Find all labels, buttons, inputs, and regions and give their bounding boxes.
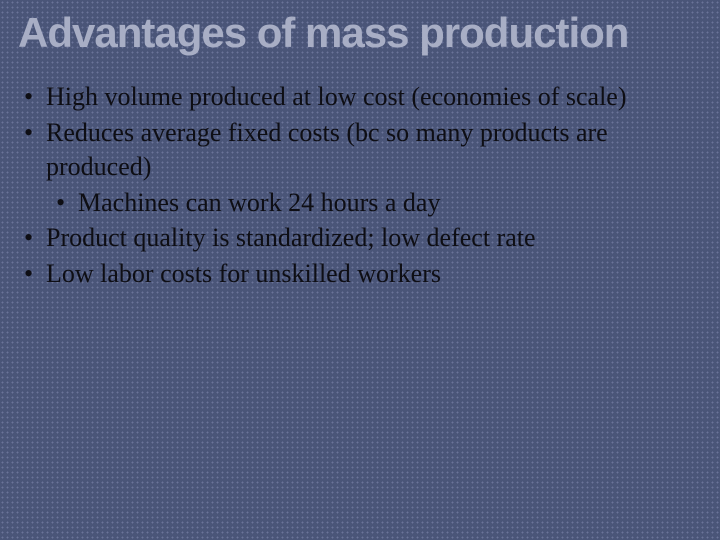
list-item: Product quality is standardized; low def… [18,221,702,255]
slide-content: High volume produced at low cost (econom… [18,80,702,291]
list-item: Machines can work 24 hours a day [18,186,702,220]
slide-title: Advantages of mass production [18,10,702,56]
list-item: Low labor costs for unskilled workers [18,257,702,291]
list-item: Reduces average fixed costs (bc so many … [18,116,702,184]
slide: Advantages of mass production High volum… [0,0,720,540]
list-item: High volume produced at low cost (econom… [18,80,702,114]
bullet-list: High volume produced at low cost (econom… [18,80,702,291]
